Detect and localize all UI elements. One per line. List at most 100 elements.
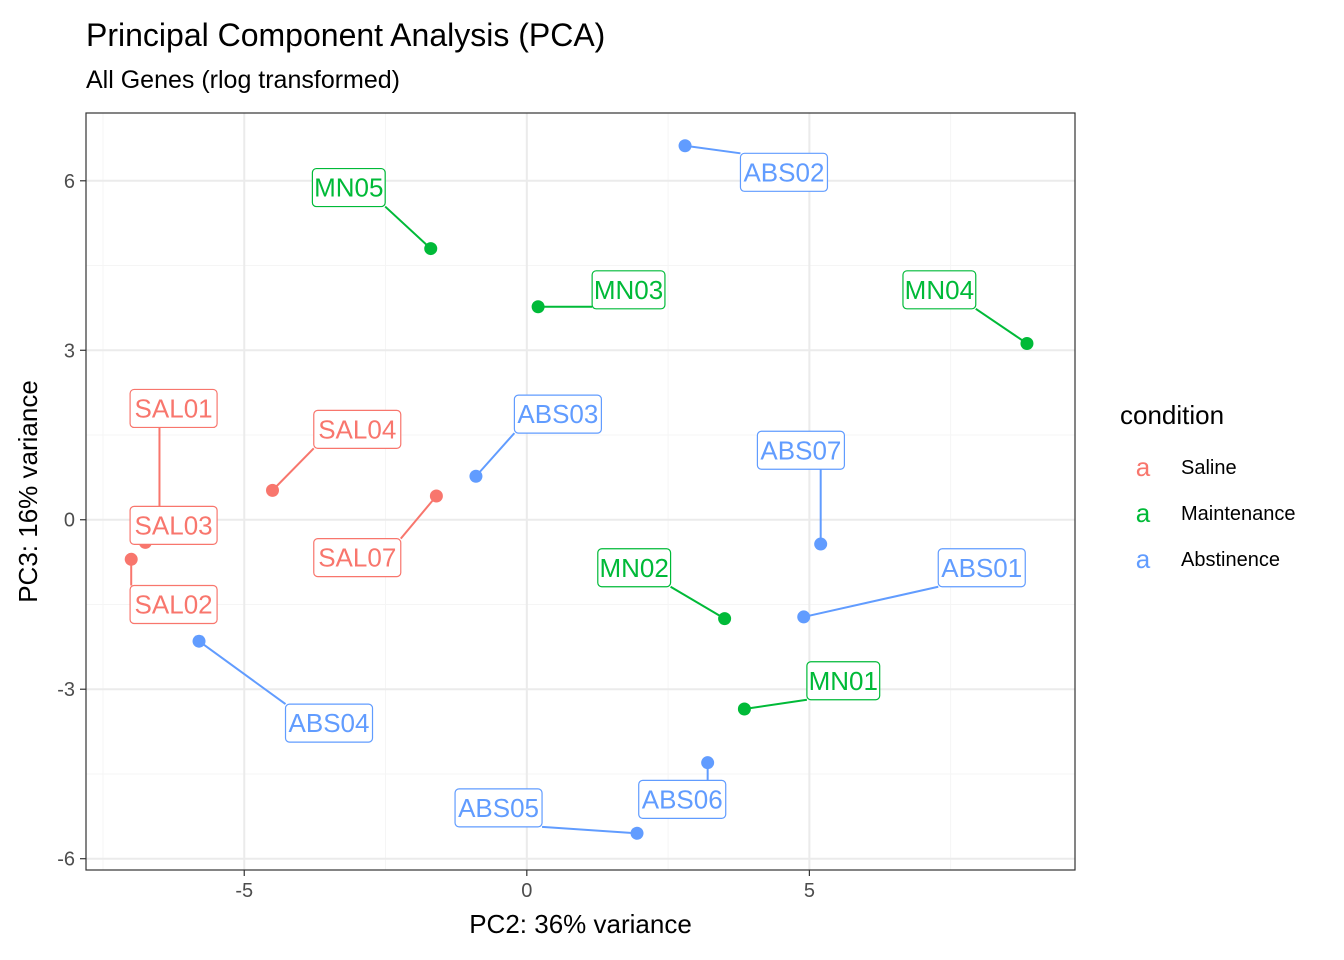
legend-entry-label: Saline bbox=[1181, 457, 1237, 479]
label-text: MN01 bbox=[809, 666, 878, 696]
label-connector bbox=[975, 307, 1028, 345]
label-box bbox=[313, 537, 402, 578]
point-label: SAL02 bbox=[129, 584, 218, 625]
label-text: MN05 bbox=[314, 173, 383, 203]
panel-border bbox=[85, 112, 1076, 871]
plot-panel: SAL01 SAL02 SAL03 SAL04 SAL07 MN01 MN02 MN03 MN0… bbox=[85, 112, 1076, 871]
y-axis-title: PC3: 16% variance bbox=[13, 380, 43, 603]
point-label: ABS07 bbox=[756, 430, 846, 470]
label-text: MN02 bbox=[600, 553, 669, 583]
label-text: ABS03 bbox=[517, 399, 598, 429]
label-box bbox=[739, 152, 829, 192]
point-label: ABS03 bbox=[513, 394, 602, 434]
legend-key-icon: a bbox=[1136, 544, 1151, 574]
data-point bbox=[718, 612, 732, 626]
point-label: ABS04 bbox=[284, 703, 374, 743]
label-box bbox=[311, 167, 386, 208]
data-point bbox=[678, 139, 692, 153]
label-text: ABS07 bbox=[760, 435, 841, 465]
x-axis-title: PC2: 36% variance bbox=[469, 909, 692, 939]
y-tick-label: 6 bbox=[64, 171, 75, 193]
point-label: MN04 bbox=[902, 270, 977, 310]
label-text: ABS06 bbox=[642, 784, 723, 814]
label-text: SAL02 bbox=[135, 589, 213, 619]
label-box bbox=[597, 548, 672, 588]
point-label: MN02 bbox=[597, 548, 672, 588]
data-point bbox=[424, 242, 438, 256]
label-box bbox=[129, 584, 218, 625]
point-label: SAL03 bbox=[129, 505, 218, 545]
data-point bbox=[531, 300, 545, 314]
data-point bbox=[192, 634, 206, 648]
x-tick-label: -5 bbox=[235, 880, 253, 902]
point-label: MN03 bbox=[591, 270, 666, 310]
label-box bbox=[454, 788, 543, 828]
label-connector bbox=[400, 495, 438, 540]
point-label: MN01 bbox=[806, 661, 881, 701]
y-tick-label: -3 bbox=[57, 679, 75, 701]
label-box bbox=[806, 661, 881, 701]
legend-entry-label: Maintenance bbox=[1181, 503, 1296, 525]
y-axis: -6 -3 0 3 6 bbox=[57, 171, 86, 871]
data-point bbox=[1020, 336, 1034, 350]
point-labels: SAL01 SAL02 SAL03 SAL04 SAL07 MN01 MN02 MN03 MN0… bbox=[129, 152, 1026, 828]
data-point bbox=[469, 469, 483, 483]
label-text: MN03 bbox=[594, 275, 663, 305]
major-gridlines bbox=[86, 113, 1075, 870]
point-label: ABS01 bbox=[937, 548, 1026, 588]
label-connector bbox=[475, 432, 516, 477]
label-text: SAL03 bbox=[135, 510, 213, 540]
data-point bbox=[797, 610, 811, 624]
point-label: SAL07 bbox=[313, 537, 402, 578]
data-point bbox=[630, 826, 644, 840]
legend: condition a Saline a Maintenance a Abstinence bbox=[1120, 400, 1296, 574]
data-point bbox=[737, 702, 751, 716]
point-label: ABS06 bbox=[638, 779, 727, 819]
label-box bbox=[902, 270, 977, 310]
label-text: ABS01 bbox=[941, 553, 1022, 583]
legend-key-icon: a bbox=[1136, 452, 1151, 482]
label-box bbox=[756, 430, 846, 470]
legend-key-icon: a bbox=[1136, 498, 1151, 528]
label-text: SAL07 bbox=[318, 543, 396, 573]
label-connector bbox=[541, 825, 638, 835]
point-label: SAL04 bbox=[313, 409, 402, 449]
minor-gridlines bbox=[86, 113, 1075, 870]
point-label: ABS05 bbox=[454, 788, 543, 828]
label-text: ABS04 bbox=[289, 708, 370, 738]
label-box bbox=[513, 394, 602, 434]
data-point bbox=[265, 483, 279, 497]
x-tick-label: 5 bbox=[804, 880, 815, 902]
label-connectors bbox=[130, 144, 1028, 835]
point-label: MN05 bbox=[311, 167, 386, 208]
label-text: ABS05 bbox=[458, 793, 539, 823]
label-text: SAL01 bbox=[135, 393, 213, 423]
label-text: ABS02 bbox=[743, 157, 824, 187]
label-box bbox=[591, 270, 666, 310]
y-tick-label: 3 bbox=[64, 340, 75, 362]
label-box bbox=[129, 388, 218, 429]
label-connector bbox=[803, 585, 939, 618]
data-point bbox=[814, 537, 828, 551]
y-tick-label: 0 bbox=[64, 510, 75, 532]
label-connector bbox=[744, 698, 808, 710]
label-connector bbox=[670, 585, 726, 620]
data-point bbox=[124, 552, 138, 566]
y-tick-label: -6 bbox=[57, 849, 75, 871]
x-tick-label: 0 bbox=[521, 880, 532, 902]
label-box bbox=[937, 548, 1026, 588]
label-box bbox=[638, 779, 727, 819]
label-connector bbox=[384, 205, 432, 250]
label-connector bbox=[684, 144, 741, 155]
label-text: MN04 bbox=[905, 275, 974, 305]
label-box bbox=[129, 505, 218, 545]
chart-subtitle: All Genes (rlog transformed) bbox=[86, 66, 400, 94]
point-label: ABS02 bbox=[739, 152, 829, 192]
legend-title: condition bbox=[1120, 400, 1224, 430]
point-label: SAL01 bbox=[129, 388, 218, 429]
data-point bbox=[429, 489, 443, 503]
label-box bbox=[313, 409, 402, 449]
legend-entry-label: Abstinence bbox=[1181, 549, 1280, 571]
x-axis: -5 0 5 bbox=[235, 870, 815, 902]
